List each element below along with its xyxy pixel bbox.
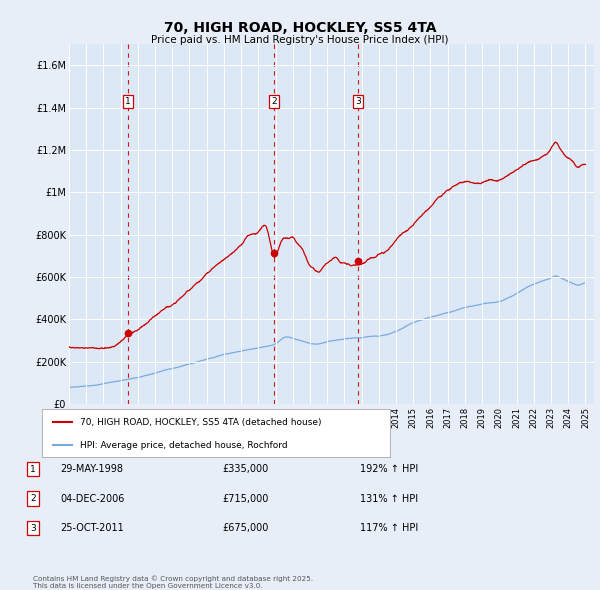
Text: 117% ↑ HPI: 117% ↑ HPI (360, 523, 418, 533)
Text: 2: 2 (30, 494, 36, 503)
Text: 1: 1 (125, 97, 131, 106)
Text: HPI: Average price, detached house, Rochford: HPI: Average price, detached house, Roch… (80, 441, 288, 450)
Text: Contains HM Land Registry data © Crown copyright and database right 2025.
This d: Contains HM Land Registry data © Crown c… (33, 575, 313, 589)
Text: 04-DEC-2006: 04-DEC-2006 (60, 494, 124, 503)
Text: 192% ↑ HPI: 192% ↑ HPI (360, 464, 418, 474)
Text: £335,000: £335,000 (222, 464, 268, 474)
Text: 1: 1 (30, 464, 36, 474)
Text: 70, HIGH ROAD, HOCKLEY, SS5 4TA: 70, HIGH ROAD, HOCKLEY, SS5 4TA (164, 21, 436, 35)
Text: Price paid vs. HM Land Registry's House Price Index (HPI): Price paid vs. HM Land Registry's House … (151, 35, 449, 45)
Text: 25-OCT-2011: 25-OCT-2011 (60, 523, 124, 533)
Text: 131% ↑ HPI: 131% ↑ HPI (360, 494, 418, 503)
Text: 29-MAY-1998: 29-MAY-1998 (60, 464, 123, 474)
Text: £715,000: £715,000 (222, 494, 268, 503)
Text: 2: 2 (271, 97, 277, 106)
Text: 3: 3 (355, 97, 361, 106)
Text: 3: 3 (30, 523, 36, 533)
Text: £675,000: £675,000 (222, 523, 268, 533)
Text: 70, HIGH ROAD, HOCKLEY, SS5 4TA (detached house): 70, HIGH ROAD, HOCKLEY, SS5 4TA (detache… (80, 418, 322, 427)
